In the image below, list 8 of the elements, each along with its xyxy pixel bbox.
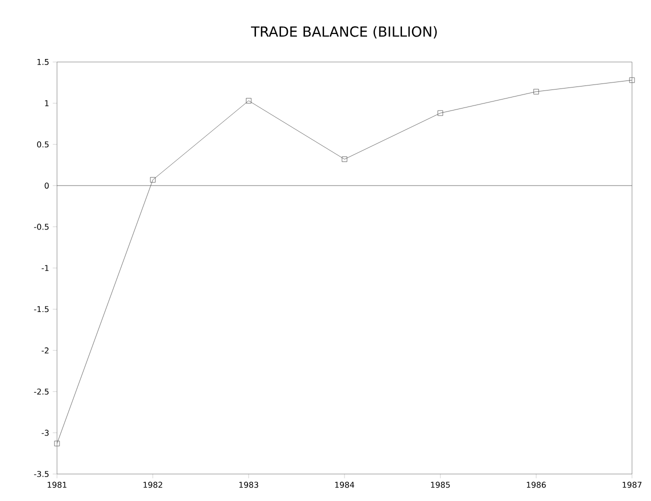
chart-title: TRADE BALANCE (BILLION) bbox=[250, 26, 437, 39]
point bbox=[246, 98, 252, 104]
point bbox=[533, 88, 539, 94]
point bbox=[629, 77, 635, 83]
point bbox=[150, 177, 156, 183]
point bbox=[54, 440, 60, 446]
point bbox=[342, 156, 348, 162]
point bbox=[438, 110, 444, 116]
